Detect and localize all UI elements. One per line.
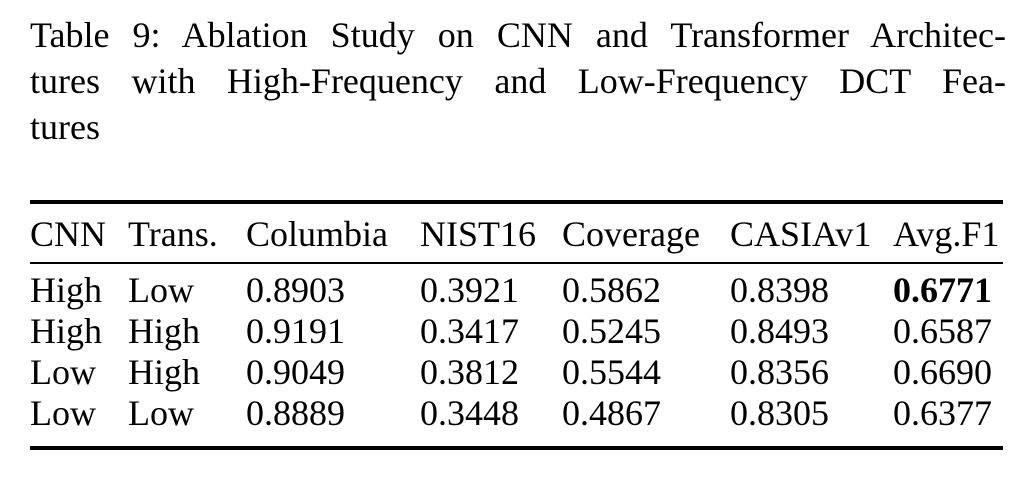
table-cell: 0.3448 <box>420 393 519 433</box>
table-cell: High <box>30 311 102 351</box>
table-cell: Low <box>128 270 194 310</box>
table-cell: 0.6690 <box>893 352 992 392</box>
table-cell: Low <box>30 393 96 433</box>
table-cell: 0.3921 <box>420 270 519 310</box>
table-cell: 0.8903 <box>246 270 345 310</box>
column-header-columbia: Columbia <box>246 202 420 264</box>
table-row: High Low 0.8903 0.3921 0.5862 0.8398 0.6… <box>30 263 1003 311</box>
table-cell: 0.5862 <box>562 270 661 310</box>
table-cell: High <box>128 352 200 392</box>
column-header-nist16: NIST16 <box>420 202 562 264</box>
table-row: Low High 0.9049 0.3812 0.5544 0.8356 0.6… <box>30 352 1003 393</box>
column-header-trans: Trans. <box>128 202 246 264</box>
table-cell: 0.8305 <box>730 393 829 433</box>
table-cell: Low <box>30 352 96 392</box>
table-cell: 0.9191 <box>246 311 345 351</box>
table-cell: High <box>128 311 200 351</box>
table-cell: 0.9049 <box>246 352 345 392</box>
table-cell: 0.8493 <box>730 311 829 351</box>
table-caption: Table 9: Ablation Study on CNN and Trans… <box>30 12 1006 150</box>
caption-line-3: tures <box>30 107 100 147</box>
table-cell: 0.6587 <box>893 311 992 351</box>
column-header-cnn: CNN <box>30 202 128 264</box>
table-cell: 0.3812 <box>420 352 519 392</box>
column-header-casiav1: CASIAv1 <box>730 202 893 264</box>
caption-line-2: tures with High-Frequency and Low-Freque… <box>30 61 1006 101</box>
table-cell: 0.3417 <box>420 311 519 351</box>
table-cell: 0.5245 <box>562 311 661 351</box>
table-cell: Low <box>128 393 194 433</box>
table-cell: 0.4867 <box>562 393 661 433</box>
table-cell: 0.5544 <box>562 352 661 392</box>
header-row: CNN Trans. Columbia NIST16 Coverage CASI… <box>30 202 1003 264</box>
table-row: Low Low 0.8889 0.3448 0.4867 0.8305 0.63… <box>30 393 1003 448</box>
table-cell: High <box>30 270 102 310</box>
table-cell-best-avg-f1: 0.6771 <box>893 270 992 310</box>
column-header-avg-f1: Avg.F1 <box>893 202 1003 264</box>
table-cell: 0.8356 <box>730 352 829 392</box>
ablation-results-table: CNN Trans. Columbia NIST16 Coverage CASI… <box>30 200 1003 450</box>
caption-line-1: Table 9: Ablation Study on CNN and Trans… <box>30 15 1006 55</box>
table-cell: 0.6377 <box>893 393 992 433</box>
table-cell: 0.8889 <box>246 393 345 433</box>
table-row: High High 0.9191 0.3417 0.5245 0.8493 0.… <box>30 311 1003 352</box>
table-cell: 0.8398 <box>730 270 829 310</box>
column-header-coverage: Coverage <box>562 202 730 264</box>
